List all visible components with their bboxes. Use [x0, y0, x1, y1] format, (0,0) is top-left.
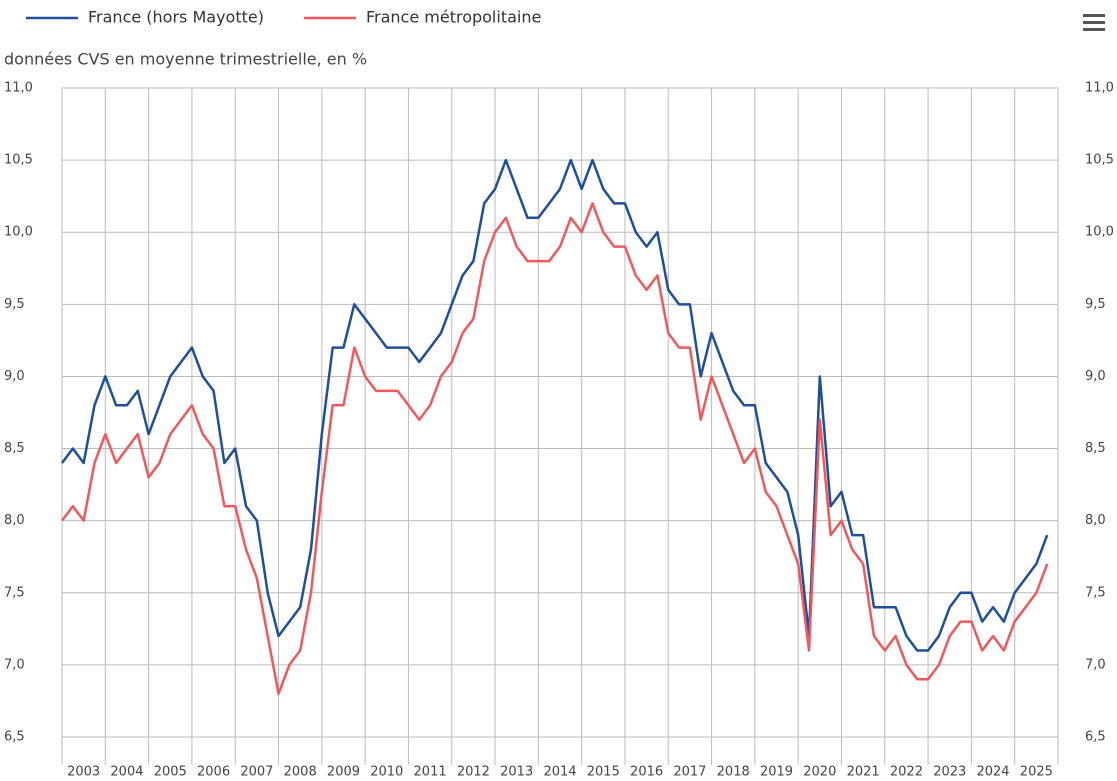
y-tick-label: 8,5 — [4, 441, 25, 456]
x-tick-label: 2011 — [414, 765, 447, 780]
x-tick-label: 2018 — [717, 765, 750, 780]
y2-tick-label: 9,0 — [1085, 369, 1106, 384]
y2-tick-label: 10,0 — [1085, 225, 1114, 240]
x-tick-label: 2016 — [630, 765, 663, 780]
x-tick-label: 2008 — [284, 765, 317, 780]
y-tick-label: 10,5 — [4, 153, 33, 168]
chart-subtitle: données CVS en moyenne trimestrielle, en… — [4, 50, 367, 69]
x-tick-label: 2014 — [543, 765, 576, 780]
series-line — [61, 158, 1049, 652]
y-tick-label: 11,0 — [4, 81, 33, 96]
x-tick-label: 2010 — [370, 765, 403, 780]
legend-label: France métropolitaine — [366, 8, 541, 27]
x-tick-label: 2009 — [327, 765, 360, 780]
x-tick-label: 2003 — [67, 765, 100, 780]
x-tick-label: 2020 — [803, 765, 836, 780]
y2-tick-label: 7,5 — [1085, 585, 1106, 600]
y2-tick-label: 8,0 — [1085, 513, 1106, 528]
y2-tick-label: 9,5 — [1085, 297, 1106, 312]
x-tick-label: 2022 — [890, 765, 923, 780]
y2-tick-label: 7,0 — [1085, 657, 1106, 672]
y2-tick-label: 10,5 — [1085, 153, 1114, 168]
menu-icon[interactable] — [1083, 14, 1105, 31]
x-tick-label: 2015 — [587, 765, 620, 780]
legend-label: France (hors Mayotte) — [88, 8, 264, 27]
menu-bar — [1083, 28, 1105, 31]
y-tick-label: 10,0 — [4, 225, 33, 240]
menu-bar — [1083, 14, 1105, 17]
x-tick-label: 2017 — [673, 765, 706, 780]
y-tick-label: 6,5 — [4, 730, 25, 745]
y-tick-label: 8,0 — [4, 513, 25, 528]
x-tick-label: 2004 — [110, 765, 143, 780]
x-tick-label: 2013 — [500, 765, 533, 780]
y-tick-label: 9,0 — [4, 369, 25, 384]
y-tick-label: 9,5 — [4, 297, 25, 312]
x-tick-label: 2012 — [457, 765, 490, 780]
y-tick-label: 7,0 — [4, 657, 25, 672]
y2-tick-label: 8,5 — [1085, 441, 1106, 456]
x-tick-label: 2006 — [197, 765, 230, 780]
y2-tick-label: 6,5 — [1085, 730, 1106, 745]
x-tick-label: 2007 — [240, 765, 273, 780]
x-tick-label: 2023 — [933, 765, 966, 780]
menu-bar — [1083, 21, 1105, 24]
y-tick-label: 7,5 — [4, 585, 25, 600]
x-tick-label: 2024 — [976, 765, 1009, 780]
x-tick-label: 2019 — [760, 765, 793, 780]
x-tick-label: 2021 — [847, 765, 880, 780]
series-line — [61, 202, 1049, 695]
x-tick-label: 2005 — [154, 765, 187, 780]
y2-tick-label: 11,0 — [1085, 81, 1114, 96]
x-tick-label: 2025 — [1020, 765, 1053, 780]
